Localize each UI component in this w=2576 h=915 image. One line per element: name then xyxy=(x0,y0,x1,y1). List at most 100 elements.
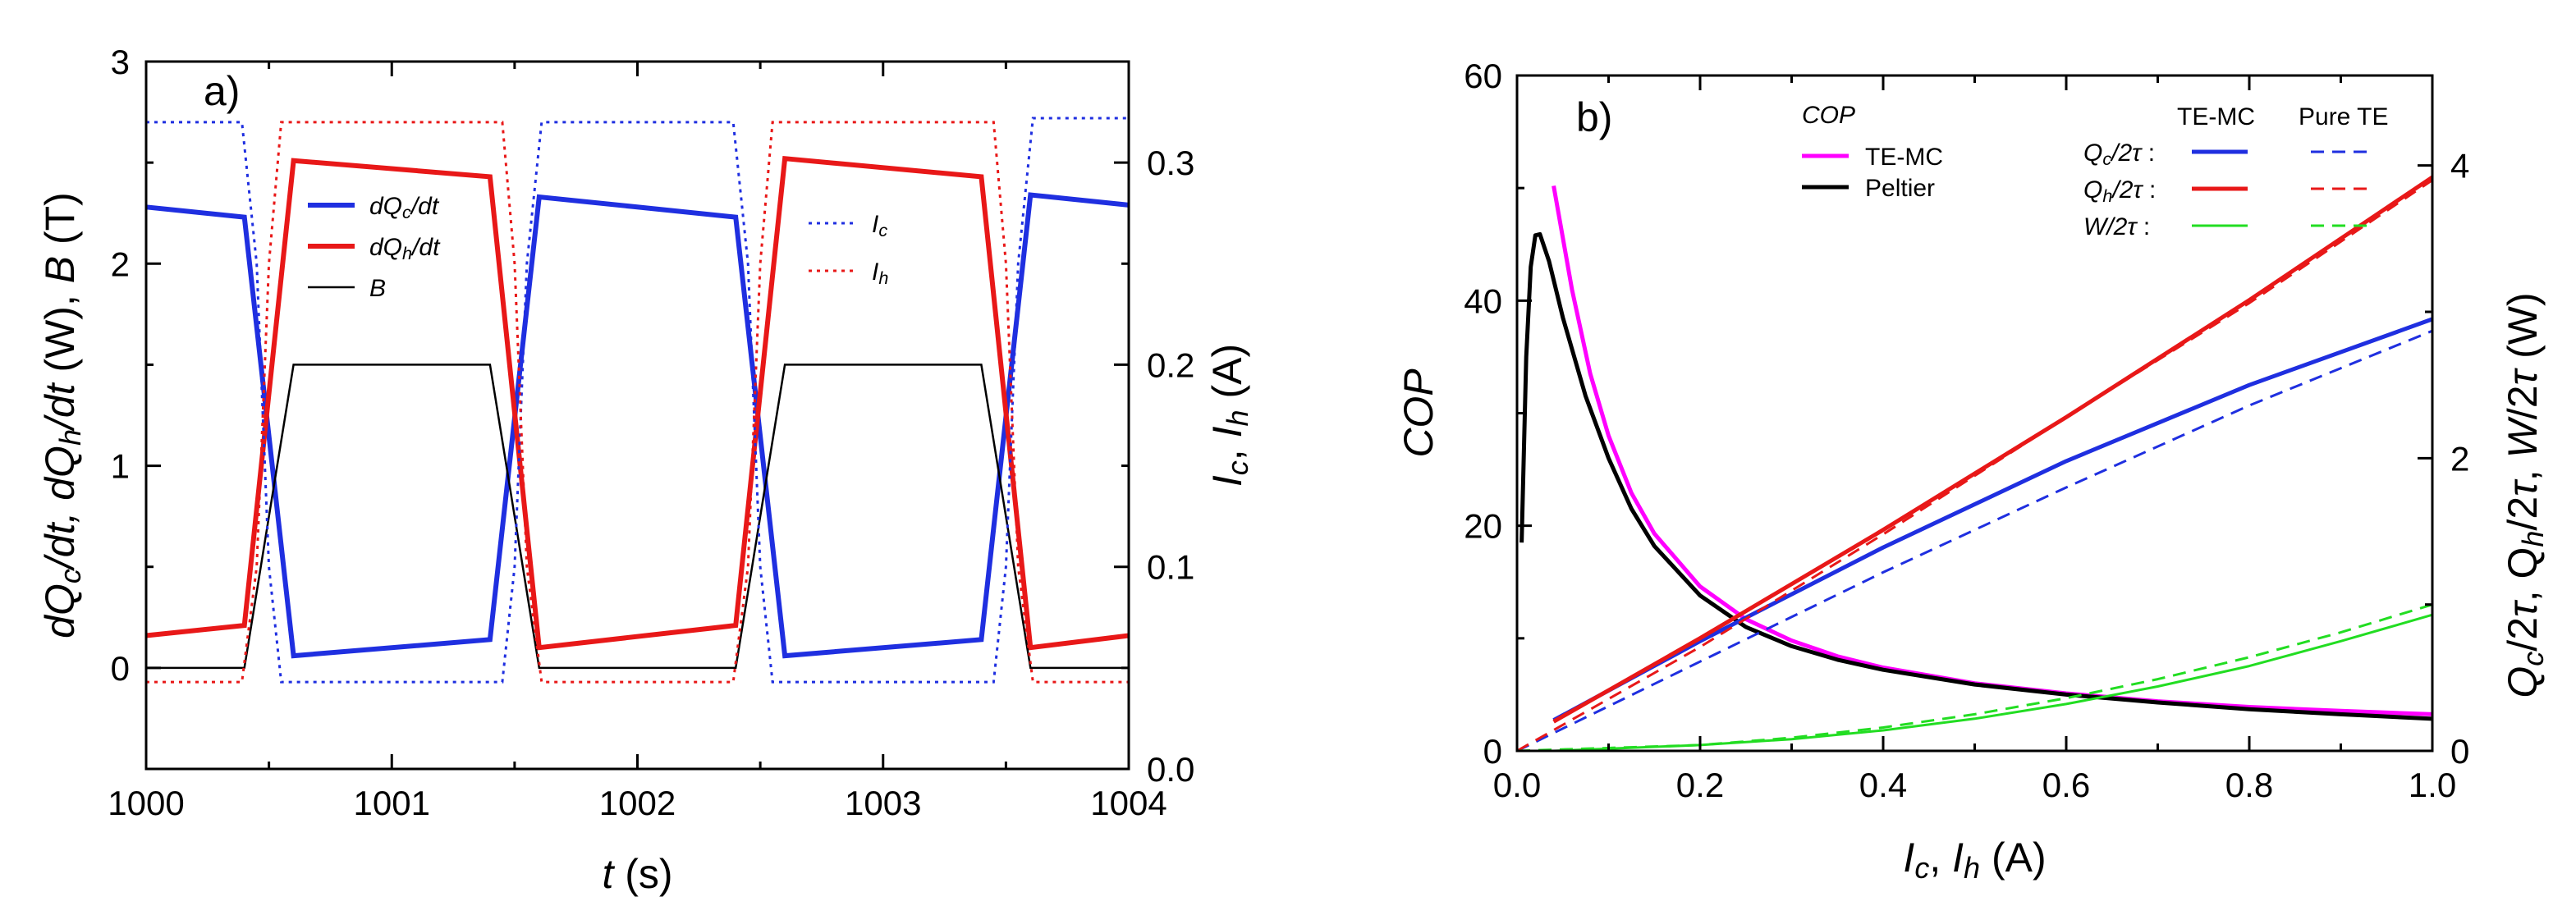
label-part: I xyxy=(1903,835,1914,881)
legend-label-a: Ih xyxy=(872,258,888,288)
x-tick-label-b: 0.2 xyxy=(1676,766,1724,804)
legend-title-purete: Pure TE xyxy=(2299,103,2389,130)
x-tick-label-b: 0.6 xyxy=(2042,766,2090,804)
label-part: I xyxy=(1204,475,1250,487)
series-b-coppeltier xyxy=(1519,231,2433,721)
y2-tick-label-b: 0 xyxy=(2450,732,2469,771)
label-part: W xyxy=(2500,415,2546,458)
label-part: (A) xyxy=(1204,344,1250,410)
y2-tick-label-a: 0.2 xyxy=(1147,345,1194,384)
label-part: c xyxy=(2516,652,2550,666)
legend-label-b: W/2τ : xyxy=(2083,213,2150,240)
x-tick-label-a: 1004 xyxy=(1090,784,1167,822)
label-part: (W), xyxy=(37,283,83,383)
y-axis-label-a: dQc/dt, dQh/dt (W), B (T) xyxy=(37,192,87,638)
label-part: /dt xyxy=(410,234,441,261)
label-part: I xyxy=(872,211,878,238)
label-part: τ xyxy=(2132,140,2143,167)
y-tick-label-b: 20 xyxy=(1464,507,1502,546)
series-b-qc2tautemc xyxy=(1552,317,2433,722)
y2-tick-label-a: 0.3 xyxy=(1147,144,1194,182)
x-tick-label-b: 1.0 xyxy=(2409,766,2456,804)
label-part: h xyxy=(402,243,412,263)
y2-axis-label-b: Qc/2τ, Qh/2τ, W/2τ (W) xyxy=(2500,292,2550,698)
series-a-ih xyxy=(146,121,1129,684)
legend-label-b: TE-MC xyxy=(1865,144,1943,171)
series-a-dqhdt xyxy=(145,155,1130,651)
legend-label-a: dQh/dt xyxy=(369,234,441,263)
y-tick-label-a: 3 xyxy=(111,43,130,81)
label-part: (T) xyxy=(37,192,83,256)
x-tick-label-a: 1003 xyxy=(845,784,921,822)
label-part: I xyxy=(1952,835,1964,881)
label-part: I xyxy=(872,258,878,286)
label-part: τ xyxy=(2500,599,2546,617)
label-part: , xyxy=(2500,458,2546,481)
panel-a: 1000 1001 1002 1003 1004 0 1 2 3 0.0 0.1 0.2 0.3 a) t … xyxy=(37,43,1254,897)
label-part: τ xyxy=(2500,367,2546,385)
x-axis-var-a: t xyxy=(602,851,615,897)
label-part: W xyxy=(2083,213,2109,240)
label-part: c xyxy=(878,220,887,240)
x-tick-label-a: 1000 xyxy=(108,784,184,822)
label-part: , Q xyxy=(2500,547,2546,602)
legend-label-b: Qh/2τ : xyxy=(2083,176,2156,206)
x-tick-label-b: 0.4 xyxy=(1859,766,1907,804)
y-tick-label-a: 0 xyxy=(111,649,130,688)
legend-label-b: Peltier xyxy=(1865,175,1935,202)
x-tick-label-b: 0.0 xyxy=(1493,766,1541,804)
y2-axis-label-a: Ic, Ih (A) xyxy=(1204,344,1254,487)
series-b-qh2taupurete xyxy=(1516,179,2433,753)
label-part: B xyxy=(37,256,83,283)
series-a-dqcdt xyxy=(145,192,1130,659)
legend-label-b: Qc/2τ : xyxy=(2083,140,2155,169)
label-part: : xyxy=(2143,176,2157,204)
label-part: /dt, xyxy=(37,501,83,571)
label-part: , xyxy=(1929,835,1952,881)
label-part: dQ xyxy=(369,193,402,220)
label-part: (A) xyxy=(1980,835,2047,881)
label-part: h xyxy=(878,268,888,288)
label-part: dQ xyxy=(37,446,83,501)
legend-title-cop: COP xyxy=(1802,102,1855,129)
x-axis-label-b: Ic, Ih (A) xyxy=(1903,835,2046,885)
label-part: h xyxy=(2102,185,2112,206)
y-tick-label-a: 2 xyxy=(111,245,130,283)
label-part: /2 xyxy=(2500,496,2546,531)
label-part: dQ xyxy=(369,234,402,261)
y-axis-label-b: COP xyxy=(1396,368,1442,458)
legend-label-a: B xyxy=(369,275,386,302)
label-part: B xyxy=(369,275,386,302)
label-part: , xyxy=(1204,437,1250,460)
label-part: τ xyxy=(2133,176,2143,204)
label-part: /2 xyxy=(2500,617,2546,652)
y2-tick-label-b: 4 xyxy=(2450,147,2469,185)
label-part: τ xyxy=(2500,478,2546,496)
legend-label-a: dQc/dt xyxy=(369,193,440,222)
label-part: : xyxy=(2141,140,2155,167)
label-part: h xyxy=(53,429,87,446)
y2-tick-label-a: 0.0 xyxy=(1147,750,1194,789)
y-tick-label-b: 40 xyxy=(1464,281,1502,320)
y2-tick-label-a: 0.1 xyxy=(1147,548,1194,587)
label-part: τ xyxy=(2127,213,2138,240)
label-part: dQ xyxy=(37,583,83,638)
series-a-b xyxy=(146,364,1129,670)
x-tick-label-a: 1001 xyxy=(354,784,430,822)
x-axis-unit-a: (s) xyxy=(613,851,672,897)
label-part: I xyxy=(1204,426,1250,437)
label-part: c xyxy=(1914,851,1929,885)
label-part: c xyxy=(402,202,411,222)
label-part: h xyxy=(1221,409,1254,426)
label-part: h xyxy=(2516,531,2550,547)
y2-tick-label-b: 2 xyxy=(2450,439,2469,478)
label-part: c xyxy=(2102,149,2111,169)
label-part: Q xyxy=(2500,666,2546,698)
series-b-w2taupurete xyxy=(1516,603,2433,753)
series-a-ic xyxy=(146,117,1129,684)
legend-label-a: Ic xyxy=(872,211,887,240)
label-part: c xyxy=(53,569,87,583)
label-part: /2 xyxy=(2500,385,2546,419)
